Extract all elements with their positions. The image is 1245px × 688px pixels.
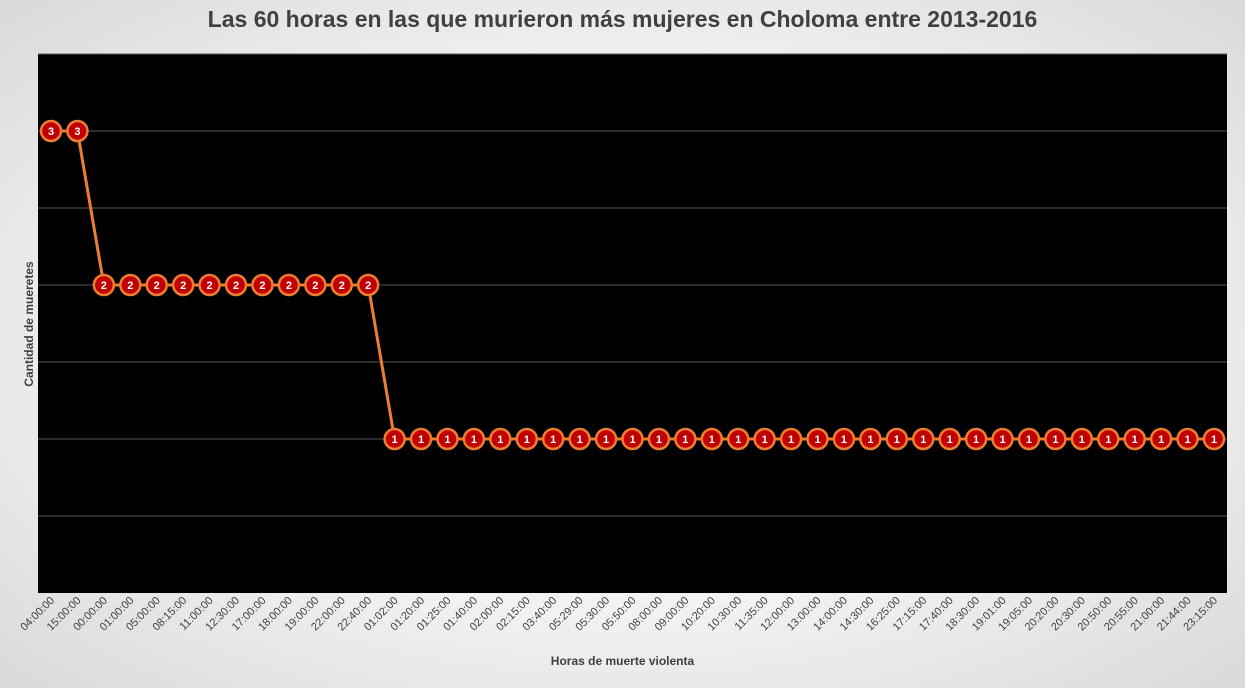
data-point	[251, 273, 274, 297]
data-point	[859, 427, 882, 451]
data-label: 1	[920, 434, 926, 446]
data-point	[726, 427, 750, 451]
data-label: 1	[524, 434, 530, 446]
data-label: 1	[762, 434, 768, 446]
data-point	[119, 273, 142, 297]
data-point	[171, 273, 195, 297]
data-label: 1	[656, 434, 662, 446]
data-point	[541, 427, 565, 451]
data-label: 2	[259, 280, 265, 292]
data-label: 1	[735, 434, 741, 446]
data-label: 1	[814, 434, 820, 446]
data-point	[436, 427, 459, 451]
data-point	[700, 427, 724, 451]
data-label: 1	[894, 434, 900, 446]
data-point	[912, 427, 935, 451]
data-point	[964, 427, 988, 451]
data-label: 2	[365, 280, 371, 292]
data-label: 1	[973, 434, 979, 446]
data-point	[568, 427, 591, 451]
data-label: 2	[207, 280, 213, 292]
data-point	[674, 427, 697, 451]
data-point	[198, 273, 221, 297]
data-point	[1070, 427, 1094, 451]
data-label: 1	[603, 434, 609, 446]
data-point	[1176, 427, 1199, 451]
data-label: 1	[1158, 434, 1164, 446]
data-label: 2	[286, 280, 292, 292]
data-point	[806, 427, 829, 451]
data-point	[277, 273, 301, 297]
data-point	[1149, 427, 1173, 451]
data-label: 1	[841, 434, 847, 446]
data-point	[753, 427, 776, 451]
data-point	[885, 427, 909, 451]
data-label: 1	[444, 434, 450, 446]
data-label: 2	[101, 280, 107, 292]
data-point	[1044, 427, 1067, 451]
data-point	[330, 273, 353, 297]
data-label: 2	[339, 280, 345, 292]
data-point	[304, 273, 327, 297]
data-label: 1	[1026, 434, 1032, 446]
data-point	[832, 427, 856, 451]
data-point	[594, 427, 618, 451]
data-label: 1	[1079, 434, 1085, 446]
data-label: 2	[312, 280, 318, 292]
data-label: 1	[1052, 434, 1058, 446]
data-label: 1	[788, 434, 794, 446]
data-label: 1	[471, 434, 477, 446]
data-label: 1	[1211, 434, 1217, 446]
data-label: 1	[1105, 434, 1111, 446]
data-label: 1	[1132, 434, 1138, 446]
data-point	[145, 273, 168, 297]
data-point	[66, 119, 89, 143]
data-point	[621, 427, 644, 451]
data-point	[779, 427, 803, 451]
data-label: 1	[1185, 434, 1191, 446]
data-point	[39, 119, 63, 143]
plot-area	[38, 54, 1227, 593]
data-point	[462, 427, 486, 451]
data-label: 2	[154, 280, 160, 292]
data-label: 3	[74, 126, 80, 138]
data-point	[92, 273, 116, 297]
data-label: 1	[577, 434, 583, 446]
data-point	[224, 273, 248, 297]
data-label: 1	[497, 434, 503, 446]
data-point	[1123, 427, 1146, 451]
data-label: 1	[709, 434, 715, 446]
data-point	[991, 427, 1014, 451]
data-label: 1	[682, 434, 688, 446]
data-label: 1	[418, 434, 424, 446]
data-point	[1097, 427, 1120, 451]
y-axis-label: Cantidad de mueretes	[22, 261, 36, 387]
data-point	[1017, 427, 1041, 451]
data-point	[489, 427, 512, 451]
data-label: 1	[999, 434, 1005, 446]
data-label: 2	[127, 280, 133, 292]
data-label: 2	[233, 280, 239, 292]
data-point	[938, 427, 961, 451]
data-label: 3	[48, 126, 54, 138]
data-label: 1	[947, 434, 953, 446]
data-point	[1202, 427, 1226, 451]
data-label: 1	[550, 434, 556, 446]
x-axis-label: Horas de muerte violenta	[550, 654, 695, 668]
data-point	[647, 427, 671, 451]
data-label: 2	[180, 280, 186, 292]
data-point	[409, 427, 433, 451]
data-label: 1	[867, 434, 873, 446]
data-point	[356, 273, 380, 297]
chart-title: Las 60 horas en las que murieron más muj…	[207, 6, 1038, 32]
data-point	[515, 427, 539, 451]
data-label: 1	[392, 434, 398, 446]
data-label: 1	[629, 434, 635, 446]
data-point	[383, 427, 406, 451]
